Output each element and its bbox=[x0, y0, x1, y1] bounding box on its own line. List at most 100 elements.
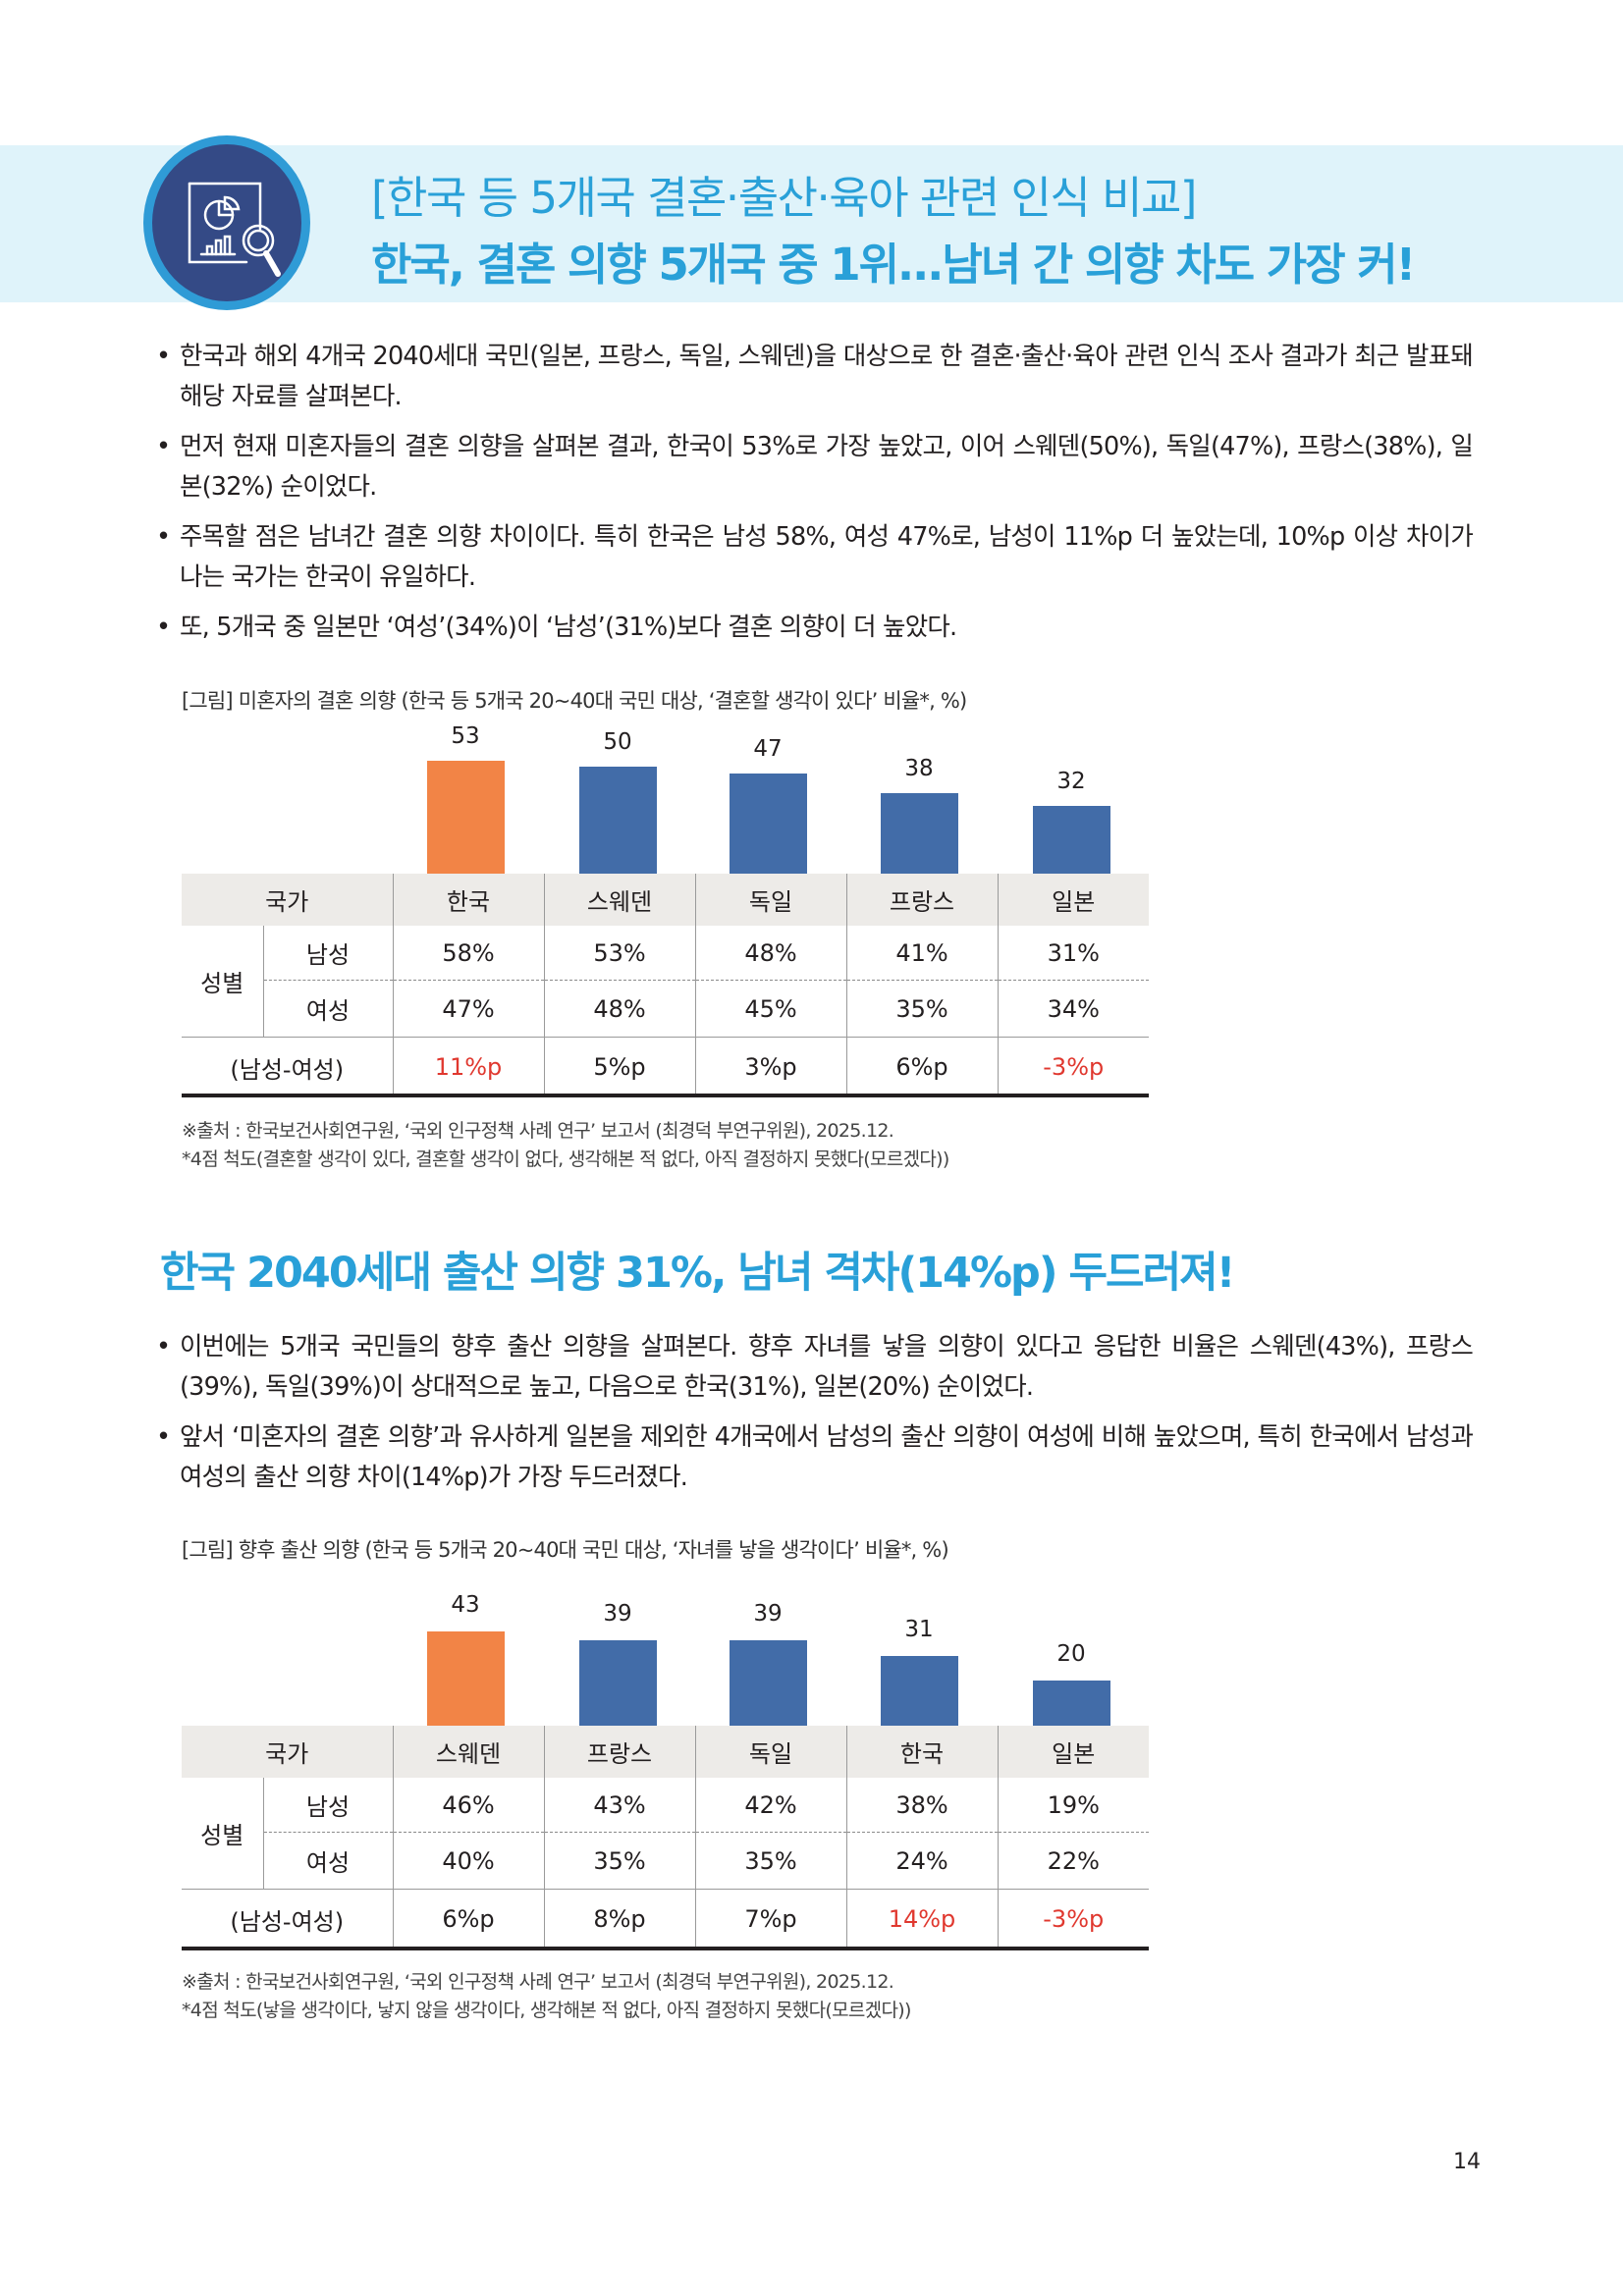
table-cell: 35% bbox=[846, 980, 999, 1038]
table-cell: 22% bbox=[1047, 1846, 1100, 1875]
figure2-bar-chart: 43 39 39 31 20 bbox=[182, 1569, 1149, 1726]
figure1-bar-chart: 53 50 47 38 32 bbox=[182, 717, 1149, 874]
table-bottom-rule bbox=[182, 1947, 1149, 1950]
bar bbox=[881, 793, 958, 874]
table-cell: 45% bbox=[695, 980, 847, 1038]
row-group-label: 성별 bbox=[182, 926, 264, 1038]
table-cell-highlight: 14%p bbox=[846, 1889, 999, 1949]
bullet-item: • 주목할 점은 남녀간 결혼 의향 차이이다. 특히 한국은 남성 58%, 여… bbox=[152, 517, 1474, 598]
bar-value-label: 50 bbox=[603, 729, 632, 755]
table-cell: 58% bbox=[393, 926, 545, 981]
table-cell: 6%p bbox=[846, 1037, 999, 1096]
table-cell: 53% bbox=[544, 926, 696, 981]
table-cell-highlight: -3%p bbox=[998, 1037, 1149, 1096]
bar-value-label: 38 bbox=[904, 756, 934, 781]
table-row-male: 성별 남성 58% 53% 48% 41% 31% bbox=[182, 926, 1149, 1038]
header-country: 한국 bbox=[393, 874, 545, 926]
table-cell: 8%p bbox=[544, 1889, 696, 1949]
bullet-item: • 먼저 현재 미혼자들의 결혼 의향을 살펴본 결과, 한국이 53%로 가장 … bbox=[152, 427, 1474, 507]
table-cell: 48% bbox=[695, 926, 847, 981]
figure2-source: ※출처 : 한국보건사회연구원, ‘국외 인구정책 사례 연구’ 보고서 (최경… bbox=[182, 1971, 911, 2021]
bar bbox=[579, 767, 657, 874]
bar bbox=[730, 774, 807, 874]
bar-value-label: 20 bbox=[1056, 1641, 1086, 1667]
table-cell-highlight: -3%p bbox=[998, 1889, 1149, 1949]
table-cell: 42% bbox=[695, 1778, 847, 1833]
row-label: 여성 bbox=[263, 980, 394, 1038]
table-row-female: 여성 40% 35% 35% 24% 22% bbox=[182, 1832, 1149, 1890]
page-title-line2: 한국, 결혼 의향 5개국 중 1위...남녀 간 의향 차도 가장 커! bbox=[371, 239, 1416, 291]
bullet-item: • 또, 5개국 중 일본만 ‘여성’(34%)이 ‘남성’(31%)보다 결혼 … bbox=[152, 608, 1473, 648]
bullet-dot-icon: • bbox=[156, 522, 171, 552]
table-cell: 19% bbox=[998, 1778, 1149, 1833]
table-row-female: 여성 47% 48% 45% 35% 34% bbox=[182, 980, 1149, 1038]
bar bbox=[730, 1640, 807, 1726]
table-cell: 35% bbox=[544, 1832, 696, 1890]
figure2-data-table: 국가 스웨덴 프랑스 독일 한국 일본 성별 남성 46% 43% 42% 38… bbox=[182, 1726, 1149, 1949]
section1-bullets: • 한국과 해외 4개국 2040세대 국민(일본, 프랑스, 독일, 스웨덴)을… bbox=[152, 337, 1474, 658]
figure1-source: ※출처 : 한국보건사회연구원, ‘국외 인구정책 사례 연구’ 보고서 (최경… bbox=[182, 1120, 949, 1170]
bullet-dot-icon: • bbox=[156, 1422, 171, 1452]
bar-value-label: 39 bbox=[753, 1601, 783, 1627]
bullet-dot-icon: • bbox=[156, 342, 171, 371]
bar-value-label: 31 bbox=[904, 1617, 934, 1642]
table-cell: 46% bbox=[393, 1778, 545, 1833]
bar-value-label: 53 bbox=[451, 723, 480, 749]
bullet-dot-icon: • bbox=[156, 1332, 171, 1362]
table-row-difference: (남성-여성) 6%p 8%p 7%p 14%p -3%p bbox=[182, 1889, 1149, 1949]
table-cell: 31% bbox=[998, 926, 1149, 981]
table-bottom-rule bbox=[182, 1094, 1149, 1097]
header-country: 스웨덴 bbox=[393, 1726, 545, 1778]
header-country: 한국 bbox=[846, 1726, 999, 1778]
row-label: 여성 bbox=[263, 1832, 394, 1890]
bar bbox=[1033, 1681, 1110, 1726]
table-cell: 40% bbox=[393, 1832, 545, 1890]
table-cell-highlight: 11%p bbox=[393, 1037, 545, 1096]
bar bbox=[1033, 806, 1110, 874]
bullet-dot-icon: • bbox=[156, 613, 171, 642]
page-title-line1: [한국 등 5개국 결혼·출산·육아 관련 인식 비교] bbox=[371, 172, 1197, 224]
figure1-data-table: 국가 한국 스웨덴 독일 프랑스 일본 성별 남성 58% 53% 48% 41… bbox=[182, 874, 1149, 1096]
row-label: (남성-여성) bbox=[182, 1037, 394, 1096]
table-cell: 6%p bbox=[393, 1889, 545, 1949]
table-cell: 34% bbox=[1047, 994, 1100, 1023]
bar-highlight bbox=[427, 1631, 505, 1726]
table-cell: 35% bbox=[695, 1832, 847, 1890]
table-row-male: 성별 남성 46% 43% 42% 38% 19% bbox=[182, 1778, 1149, 1890]
report-magnifier-icon bbox=[152, 144, 301, 301]
table-cell: 3%p bbox=[695, 1037, 847, 1096]
row-label: 남성 bbox=[263, 1778, 394, 1833]
table-header-row: 국가 한국 스웨덴 독일 프랑스 일본 bbox=[182, 874, 1149, 926]
table-cell: 48% bbox=[544, 980, 696, 1038]
page-number: 14 bbox=[1453, 2150, 1481, 2174]
header-country: 독일 bbox=[695, 1726, 847, 1778]
bullet-item: • 한국과 해외 4개국 2040세대 국민(일본, 프랑스, 독일, 스웨덴)을… bbox=[152, 337, 1474, 417]
table-cell: 47% bbox=[393, 980, 545, 1038]
bar-value-label: 39 bbox=[603, 1601, 632, 1627]
table-row-difference: (남성-여성) 11%p 5%p 3%p 6%p -3%p bbox=[182, 1037, 1149, 1096]
figure1-caption: [그림] 미혼자의 결혼 의향 (한국 등 5개국 20~40대 국민 대상, … bbox=[182, 689, 967, 713]
header-country-label: 국가 bbox=[182, 1726, 394, 1778]
header-country: 스웨덴 bbox=[544, 874, 696, 926]
header-country: 프랑스 bbox=[846, 874, 999, 926]
header-country: 독일 bbox=[695, 874, 847, 926]
table-cell: 38% bbox=[846, 1778, 999, 1833]
table-header-row: 국가 스웨덴 프랑스 독일 한국 일본 bbox=[182, 1726, 1149, 1778]
bar-value-label: 32 bbox=[1056, 769, 1086, 794]
section2-title: 한국 2040세대 출산 의향 31%, 남녀 격차(14%p) 두드러져! bbox=[160, 1249, 1235, 1298]
table-cell: 7%p bbox=[695, 1889, 847, 1949]
table-cell: 24% bbox=[846, 1832, 999, 1890]
figure2-caption: [그림] 향후 출산 의향 (한국 등 5개국 20~40대 국민 대상, ‘자… bbox=[182, 1538, 949, 1562]
row-label: 남성 bbox=[263, 926, 394, 981]
row-group-label: 성별 bbox=[182, 1778, 264, 1890]
bar bbox=[881, 1656, 958, 1726]
row-label: (남성-여성) bbox=[182, 1889, 394, 1949]
bullet-item: • 앞서 ‘미혼자의 결혼 의향’과 유사하게 일본을 제외한 4개국에서 남성의… bbox=[152, 1417, 1474, 1498]
table-cell: 41% bbox=[846, 926, 999, 981]
bar-value-label: 43 bbox=[451, 1592, 480, 1618]
table-cell: 43% bbox=[544, 1778, 696, 1833]
section2-bullets: • 이번에는 5개국 국민들의 향후 출산 의향을 살펴본다. 향후 자녀를 낳을… bbox=[152, 1327, 1474, 1508]
header-country: 프랑스 bbox=[544, 1726, 696, 1778]
table-cell: 5%p bbox=[544, 1037, 696, 1096]
bullet-dot-icon: • bbox=[156, 432, 171, 461]
